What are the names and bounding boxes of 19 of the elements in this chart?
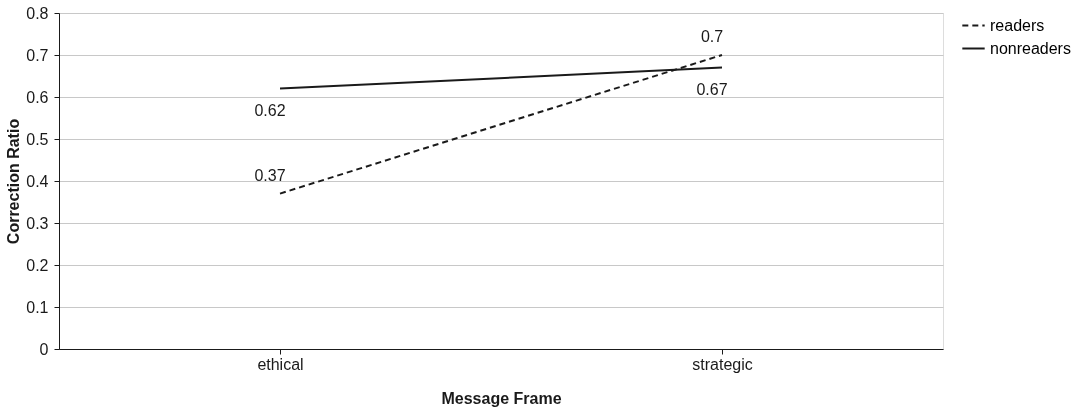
y-tick-label: 0 bbox=[39, 340, 49, 358]
y-tick-label: 0.8 bbox=[26, 4, 49, 22]
x-tick-label: ethical bbox=[257, 355, 304, 373]
y-tick-label: 0.3 bbox=[26, 214, 49, 232]
y-tick-label: 0.1 bbox=[26, 298, 49, 316]
y-tick-label: 0.5 bbox=[26, 130, 49, 148]
x-tick-label: strategic bbox=[692, 355, 753, 373]
data-label: 0.7 bbox=[700, 28, 724, 45]
y-tick-label: 0.2 bbox=[26, 256, 49, 274]
data-label: 0.37 bbox=[254, 166, 286, 184]
y-tick-label: 0.7 bbox=[26, 46, 49, 64]
y-tick-label: 0.6 bbox=[26, 88, 49, 106]
data-label: 0.62 bbox=[254, 101, 286, 119]
y-axis-title: Correction Ratio bbox=[5, 118, 23, 245]
legend-label: nonreaders bbox=[990, 39, 1071, 57]
y-tick-label: 0.4 bbox=[26, 172, 49, 190]
legend-label: readers bbox=[990, 16, 1045, 34]
x-axis-title: Message Frame bbox=[441, 389, 562, 407]
data-label: 0.67 bbox=[696, 80, 728, 98]
